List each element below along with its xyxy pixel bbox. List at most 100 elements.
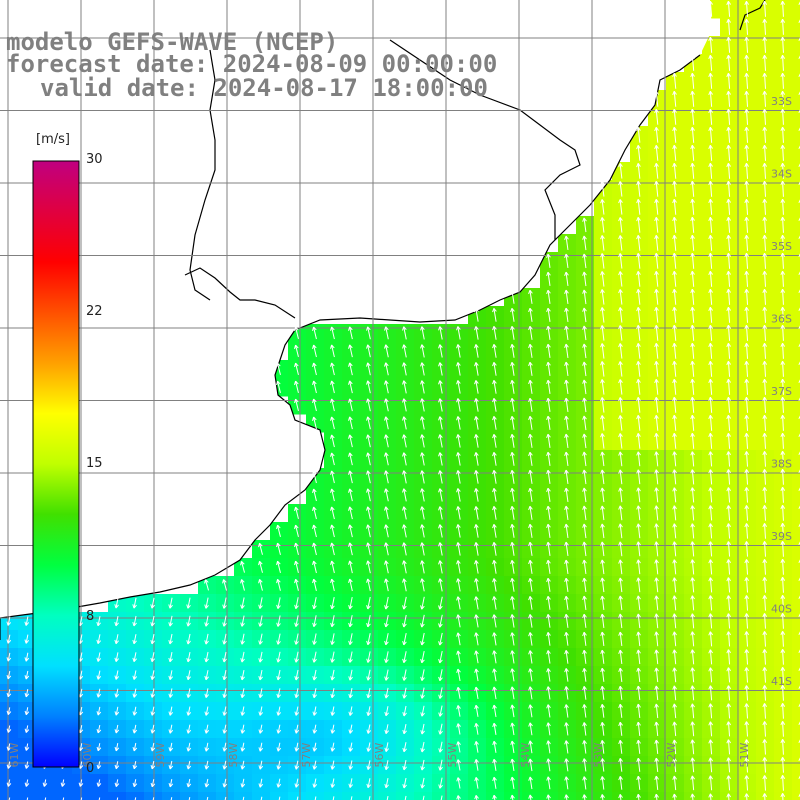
wind-arrow	[528, 686, 533, 700]
wind-arrow	[708, 793, 714, 800]
wind-arrow	[402, 687, 407, 699]
wind-arrow	[384, 760, 389, 771]
wind-arrow	[672, 72, 677, 89]
wind-arrow	[690, 198, 695, 215]
wind-arrow	[168, 724, 174, 734]
wind-arrow	[492, 398, 497, 412]
wind-arrow	[582, 433, 587, 449]
wind-arrow	[780, 414, 786, 431]
wind-arrow	[150, 724, 156, 734]
wind-arrow	[726, 667, 732, 683]
wind-arrow	[96, 743, 102, 752]
wind-arrow	[6, 779, 12, 787]
wind-arrow	[546, 505, 551, 520]
wind-arrow	[168, 706, 174, 716]
latitude-label: 39S	[771, 530, 792, 543]
wind-arrow	[582, 379, 587, 395]
wind-arrow	[366, 416, 371, 430]
wind-arrow	[348, 760, 354, 770]
wind-arrow	[420, 596, 425, 610]
wind-arrow	[402, 705, 407, 717]
wind-arrow	[618, 757, 623, 772]
wind-arrow	[744, 559, 750, 575]
wind-arrow	[636, 379, 641, 395]
wind-arrow	[780, 126, 786, 143]
wind-arrow	[420, 632, 425, 646]
wind-arrow	[618, 469, 623, 485]
wind-arrow	[654, 703, 659, 719]
wind-arrow	[780, 739, 786, 755]
wind-cell	[792, 738, 800, 757]
wind-arrow	[204, 597, 209, 609]
wind-arrow	[348, 398, 353, 412]
wind-arrow	[636, 469, 641, 485]
wind-arrow	[348, 506, 353, 520]
wind-arrow	[726, 613, 732, 629]
wind-arrow	[582, 217, 587, 233]
wind-arrow	[402, 632, 407, 646]
wind-arrow	[150, 742, 156, 752]
forecast-date: forecast date: 2024-08-09 00:00:00	[6, 50, 498, 78]
wind-cell	[792, 18, 800, 37]
wind-arrow	[114, 706, 120, 716]
wind-arrow	[726, 685, 732, 701]
wind-arrow	[386, 795, 389, 800]
latitude-label: 35S	[771, 240, 792, 253]
wind-cell	[792, 648, 800, 667]
wind-arrow	[780, 685, 786, 701]
latitude-label: 41S	[771, 675, 792, 688]
wind-arrow	[276, 688, 282, 699]
wind-arrow	[654, 216, 659, 233]
wind-arrow	[186, 724, 192, 734]
wind-arrow	[114, 779, 120, 787]
wind-arrow	[332, 796, 335, 800]
wind-arrow	[294, 778, 300, 788]
valid-date: valid date: 2024-08-17 18:00:00	[40, 74, 488, 102]
wind-arrow	[402, 344, 407, 358]
wind-cell	[792, 126, 800, 145]
wind-arrow	[690, 270, 695, 287]
wind-arrow	[402, 724, 407, 735]
wind-arrow	[708, 703, 714, 719]
wind-arrow	[384, 434, 389, 448]
wind-arrow	[438, 488, 443, 502]
wind-cell	[0, 792, 19, 800]
wind-arrow	[152, 797, 155, 800]
wind-arrow	[330, 470, 335, 484]
wind-arrow	[312, 669, 317, 681]
wind-arrow	[564, 271, 569, 287]
wind-arrow	[726, 559, 732, 575]
wind-arrow	[564, 740, 569, 754]
wind-arrow	[330, 688, 335, 699]
wind-arrow	[780, 775, 786, 791]
wind-arrow	[168, 760, 174, 770]
wind-arrow	[564, 397, 569, 413]
wind-arrow	[672, 180, 677, 197]
wind-arrow	[312, 742, 318, 752]
wind-arrow	[672, 378, 677, 395]
wind-arrow	[744, 162, 750, 179]
wind-arrow	[114, 652, 120, 662]
wind-arrow	[654, 162, 659, 179]
wind-arrow	[474, 596, 479, 610]
wind-arrow	[258, 778, 264, 788]
wind-arrow	[402, 578, 407, 592]
wind-arrow	[672, 234, 677, 251]
wind-arrow	[294, 524, 299, 538]
wind-arrow	[294, 706, 300, 716]
wind-cell	[252, 792, 271, 800]
wind-arrow	[330, 434, 335, 448]
wind-arrow	[222, 706, 228, 716]
wind-arrow	[654, 649, 659, 665]
wind-arrow	[456, 416, 461, 430]
wind-arrow	[582, 595, 587, 610]
wind-arrow	[294, 326, 299, 340]
wind-arrow	[260, 796, 263, 800]
wind-arrow	[600, 631, 605, 646]
wind-arrow	[258, 615, 263, 627]
wind-arrow	[654, 667, 659, 683]
wind-arrow	[762, 324, 768, 341]
wind-arrow	[690, 342, 695, 359]
wind-arrow	[654, 198, 659, 215]
